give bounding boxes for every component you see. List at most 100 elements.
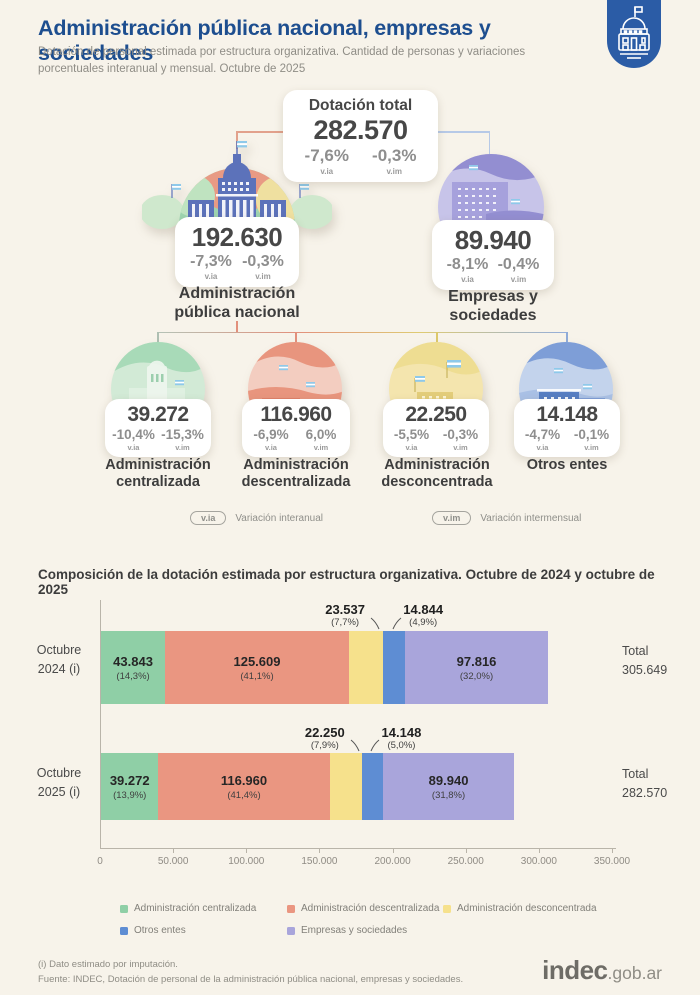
callout-value: 14.844 (403, 602, 444, 617)
vim-tag: v.im (175, 443, 190, 452)
legend-swatch-icon (120, 926, 128, 935)
footnote: (i) Dato estimado por imputación. Fuente… (38, 958, 463, 987)
x-axis-tick-label: 50.000 (157, 856, 189, 867)
segment-value: 125.609 (233, 653, 281, 669)
vim-tag: v.im (584, 443, 599, 452)
chart-title: Composición de la dotación estimada por … (38, 567, 655, 597)
x-axis-tick-label: 150.000 (301, 856, 338, 867)
legend-swatch-icon (120, 904, 128, 913)
stacked-bar-row: 39.272 (13,9%) 116.960 (41,4%) 89.940 (31,8%) (101, 753, 515, 820)
bar-segment (348, 631, 384, 704)
total-via: -7,6% (304, 146, 349, 165)
otros-entes-label: Otros entes (526, 457, 608, 473)
centralizada-vim: -15,3% (161, 427, 204, 442)
via-tag: v.ia (204, 272, 218, 281)
bar-segment: 39.272 (13,9%) (101, 753, 159, 820)
indec-logo: indec.gob.ar (430, 955, 662, 986)
otros-entes-stat-card: 14.148 -4,7% v.ia -0,1% v.im (514, 399, 620, 457)
indec-logo-suffix: .gob.ar (607, 963, 662, 983)
x-axis-line (100, 848, 616, 849)
callout-value: 23.537 (325, 602, 365, 617)
x-axis-tick-label: 200.000 (374, 856, 411, 867)
bar-segment (362, 753, 383, 820)
legend-item: Administración centralizada (120, 903, 287, 914)
connector-apn-down (236, 321, 238, 333)
segment-value: 39.272 (109, 772, 150, 788)
desconcentrada-stat-card: 22.250 -5,5% v.ia -0,3% v.im (383, 399, 489, 457)
total-2025: Total 282.570 (622, 767, 668, 801)
segment-percent: (14,3%) (116, 670, 150, 682)
callout-line (370, 739, 380, 752)
desconcentrada-value: 22.250 (405, 403, 467, 426)
vim-tag: v.im (510, 275, 527, 284)
x-axis-tick (319, 848, 321, 853)
apn-value: 192.630 (191, 222, 283, 252)
via-tag: v.ia (265, 443, 277, 452)
via-tag: v.ia (320, 167, 334, 176)
vim-tag: v.im (255, 272, 271, 281)
callout-line (392, 617, 402, 630)
callout-percent: (7,7%) (331, 617, 360, 628)
apn-stat-card: 192.630 -7,3% v.ia -0,3% v.im (175, 217, 299, 287)
legend-item: Empresas y sociedades (287, 925, 443, 936)
legend-label: Administración centralizada (134, 903, 257, 914)
x-axis-tick-label: 100.000 (228, 856, 265, 867)
centralizada-label: Administración centralizada (105, 457, 211, 491)
indec-building-badge-icon (607, 0, 661, 68)
bar-segment: 97.816 (32,0%) (404, 631, 549, 704)
x-axis-tick-label: 0 (97, 856, 103, 867)
legend-label: Administración descentralizada (301, 903, 440, 914)
vim-tag: v.im (386, 167, 402, 176)
vim-legend-text: Variación intermensual (480, 512, 582, 524)
congress-building-illustration (142, 141, 332, 229)
empresas-via: -8,1% (446, 256, 489, 273)
callout-percent: (7,9%) (310, 740, 339, 751)
bar-segment (329, 753, 363, 820)
segment-value: 97.816 (456, 653, 497, 669)
stacked-bar-chart: 23.537 (7,7%) 14.844 (4,9%) 43.843 (14,3%) 125… (97, 600, 630, 867)
empresas-value: 89.940 (454, 225, 532, 255)
y-axis-line (100, 600, 101, 848)
connector-total-left (236, 131, 238, 149)
via-tag: v.ia (536, 443, 549, 452)
vim-pill: v.im (432, 511, 472, 525)
bar-segment (383, 631, 405, 704)
descentralizada-via: -6,9% (253, 427, 289, 442)
connector-child-1 (157, 331, 159, 346)
vim-tag: v.im (313, 443, 329, 452)
legend-label: Empresas y sociedades (301, 925, 408, 936)
legend-label: Otros entes (134, 925, 186, 936)
legend-label: Administración desconcentrada (457, 903, 597, 914)
segment-value: 89.940 (428, 772, 469, 788)
connector-children-rail (157, 331, 567, 333)
segment-percent: (31,8%) (431, 789, 466, 801)
via-tag: v.ia (405, 443, 418, 452)
apn-vim: -0,3% (242, 253, 284, 270)
legend-item: Otros entes (120, 925, 287, 936)
segment-percent: (13,9%) (113, 789, 147, 801)
apn-via: -7,3% (190, 253, 232, 270)
centralizada-via: -10,4% (112, 427, 155, 442)
total-2024: Total 305.649 (622, 644, 668, 678)
bar-segment: 89.940 (31,8%) (382, 753, 515, 820)
via-tag: v.ia (461, 275, 474, 284)
callout-percent: (5,0%) (387, 740, 416, 751)
callout-value: 22.250 (304, 725, 345, 740)
segment-value: 116.960 (220, 772, 268, 788)
bar-segment: 116.960 (41,4%) (158, 753, 330, 820)
footnote-source: Fuente: INDEC, Dotación de personal de l… (38, 973, 464, 985)
footnote-imputation: (i) Dato estimado por imputación. (38, 959, 178, 970)
page-subtitle: Dotación de personal estimada por estruc… (38, 46, 526, 75)
descentralizada-stat-card: 116.960 -6,9% v.ia 6,0% v.im (242, 399, 350, 457)
segment-percent: (41,4%) (227, 789, 261, 801)
x-axis-tick (538, 848, 540, 853)
x-axis-tick (465, 848, 467, 853)
x-axis-tick (246, 848, 248, 853)
via-pill: v.ia (190, 511, 227, 525)
segment-percent: (32,0%) (459, 670, 494, 682)
page-title: Administración pública nacional, empresa… (38, 16, 491, 65)
otros-entes-via: -4,7% (524, 427, 561, 442)
connector-child-3 (436, 331, 438, 346)
callout-value: 14.148 (381, 725, 422, 740)
stacked-bar-row: 43.843 (14,3%) 125.609 (41,1%) 97.816 (32,0%) (101, 631, 549, 704)
